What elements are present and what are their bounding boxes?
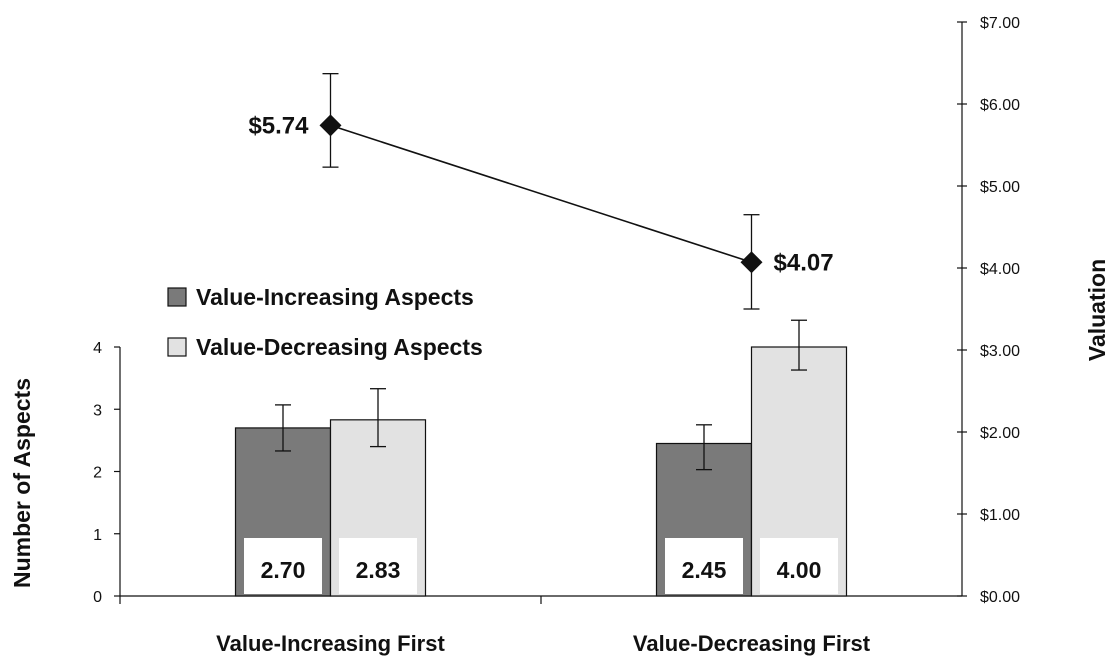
left-axis-title: Number of Aspects xyxy=(9,378,35,588)
left-tick-label: 0 xyxy=(93,589,102,606)
bar-data-label: 4.00 xyxy=(777,557,822,583)
right-tick-label: $0.00 xyxy=(980,589,1020,606)
bar-data-label: 2.45 xyxy=(682,557,727,583)
bar-data-label: 2.83 xyxy=(356,557,401,583)
right-tick-label: $4.00 xyxy=(980,261,1020,278)
valuation-data-label: $5.74 xyxy=(248,112,309,139)
left-tick-label: 4 xyxy=(93,340,102,357)
legend-swatch xyxy=(167,287,187,307)
right-tick-label: $3.00 xyxy=(980,343,1020,360)
legend-label: Value-Decreasing Aspects xyxy=(196,334,483,360)
right-tick-label: $5.00 xyxy=(980,179,1020,196)
bar-label-box xyxy=(244,538,322,594)
left-tick-label: 3 xyxy=(93,402,102,419)
right-tick-label: $6.00 xyxy=(980,97,1020,114)
right-tick-label: $1.00 xyxy=(980,507,1020,524)
valuation-line xyxy=(330,124,752,264)
valuation-marker xyxy=(319,114,342,137)
valuation-marker xyxy=(740,251,763,274)
category-label: Value-Decreasing First xyxy=(633,631,871,656)
legend: Value-Increasing Aspects Value-Decreasing… xyxy=(167,284,483,360)
category-label: Value-Increasing First xyxy=(216,631,445,656)
bar-label-box xyxy=(665,538,743,594)
legend-label: Value-Increasing Aspects xyxy=(196,284,474,310)
right-axis-title: Valuation xyxy=(1084,259,1110,361)
legend-swatch xyxy=(167,337,187,357)
axes-layer: 0 1 2 3 4 $0.00 $1.00 $2.00 $3.00 $4.00 $5.00 $6.00… xyxy=(93,15,1020,656)
bars-layer: 2.70 2.83 2.45 4.00 xyxy=(234,319,848,597)
bar-label-box xyxy=(339,538,417,594)
bar-label-box xyxy=(760,538,838,594)
left-tick-label: 2 xyxy=(93,465,102,482)
valuation-line-layer: $5.74 $4.07 xyxy=(248,73,834,310)
left-tick-label: 1 xyxy=(93,527,102,544)
right-tick-label: $2.00 xyxy=(980,425,1020,442)
valuation-data-label: $4.07 xyxy=(774,249,834,276)
right-tick-label: $7.00 xyxy=(980,15,1020,32)
bar-data-label: 2.70 xyxy=(261,557,306,583)
